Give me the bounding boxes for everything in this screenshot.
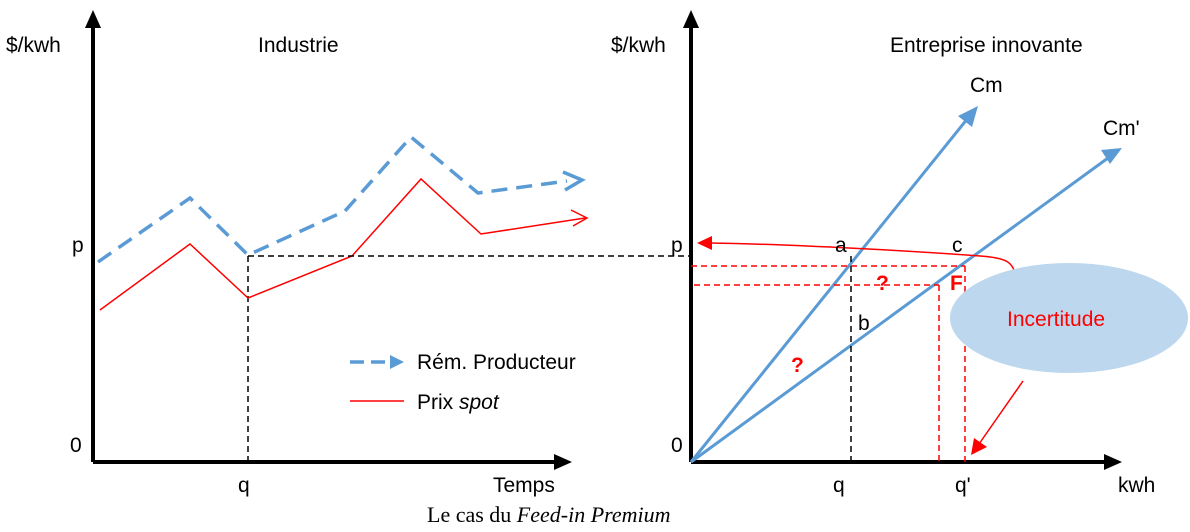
point-f-label: F — [950, 272, 963, 295]
spot-price-arrowhead — [570, 209, 589, 227]
right-y-axis-label: $/kwh — [611, 34, 666, 57]
cm-label: Cm — [970, 74, 1003, 97]
point-b-label: b — [858, 312, 870, 335]
question-mark-1: ? — [876, 272, 889, 295]
red-arrow-to-q-prime — [978, 380, 1024, 445]
remuneration-arrowhead — [562, 170, 586, 192]
point-a-label: a — [835, 234, 847, 257]
left-y-axis-arrowhead — [85, 10, 101, 28]
legend-spot-label: Prix spot — [417, 391, 500, 414]
right-x-axis-arrowhead — [1104, 454, 1122, 470]
legend: Rém. Producteur Prix spot — [350, 351, 576, 414]
left-p-label: p — [72, 234, 84, 257]
right-panel: $/kwh Entreprise innovante p 0 q q' kwh … — [611, 10, 1188, 497]
right-x-axis-label: kwh — [1118, 474, 1155, 497]
left-x-axis-arrowhead — [554, 454, 572, 470]
uncertainty-ellipse — [950, 263, 1188, 373]
cm-line — [689, 117, 970, 463]
point-c-label: c — [952, 234, 963, 257]
right-zero-label: 0 — [671, 434, 683, 457]
right-y-axis-arrowhead — [683, 10, 699, 28]
left-x-axis-label: Temps — [493, 474, 555, 497]
cm-prime-label: Cm' — [1103, 117, 1140, 140]
red-arrow-to-p-head — [697, 236, 712, 250]
left-y-axis-label: $/kwh — [6, 34, 61, 57]
question-mark-2: ? — [791, 354, 804, 377]
remuneration-line — [97, 134, 568, 264]
right-p-label: p — [671, 234, 683, 257]
figure-caption: Le cas du Feed-in Premium — [427, 502, 671, 527]
cm-prime-arrowhead — [1101, 148, 1122, 164]
right-q-prime-label: q' — [955, 474, 971, 497]
red-arrow-to-p — [709, 242, 1017, 277]
left-zero-label: 0 — [70, 434, 82, 457]
right-panel-title: Entreprise innovante — [890, 34, 1083, 57]
legend-rem-label: Rém. Producteur — [417, 351, 576, 374]
cm-arrowhead — [958, 106, 978, 127]
uncertainty-label: Incertitude — [1007, 308, 1105, 331]
left-q-label: q — [238, 474, 250, 497]
legend-rem-arrowhead — [390, 355, 404, 369]
left-panel: $/kwh Industrie p 0 q Temps Rém. Product… — [6, 10, 589, 497]
left-panel-title: Industrie — [258, 34, 339, 57]
right-q-label: q — [833, 474, 845, 497]
cm-prime-line — [690, 156, 1109, 464]
spot-price-line — [99, 177, 586, 311]
red-arrow-to-q-prime-head — [971, 438, 987, 455]
